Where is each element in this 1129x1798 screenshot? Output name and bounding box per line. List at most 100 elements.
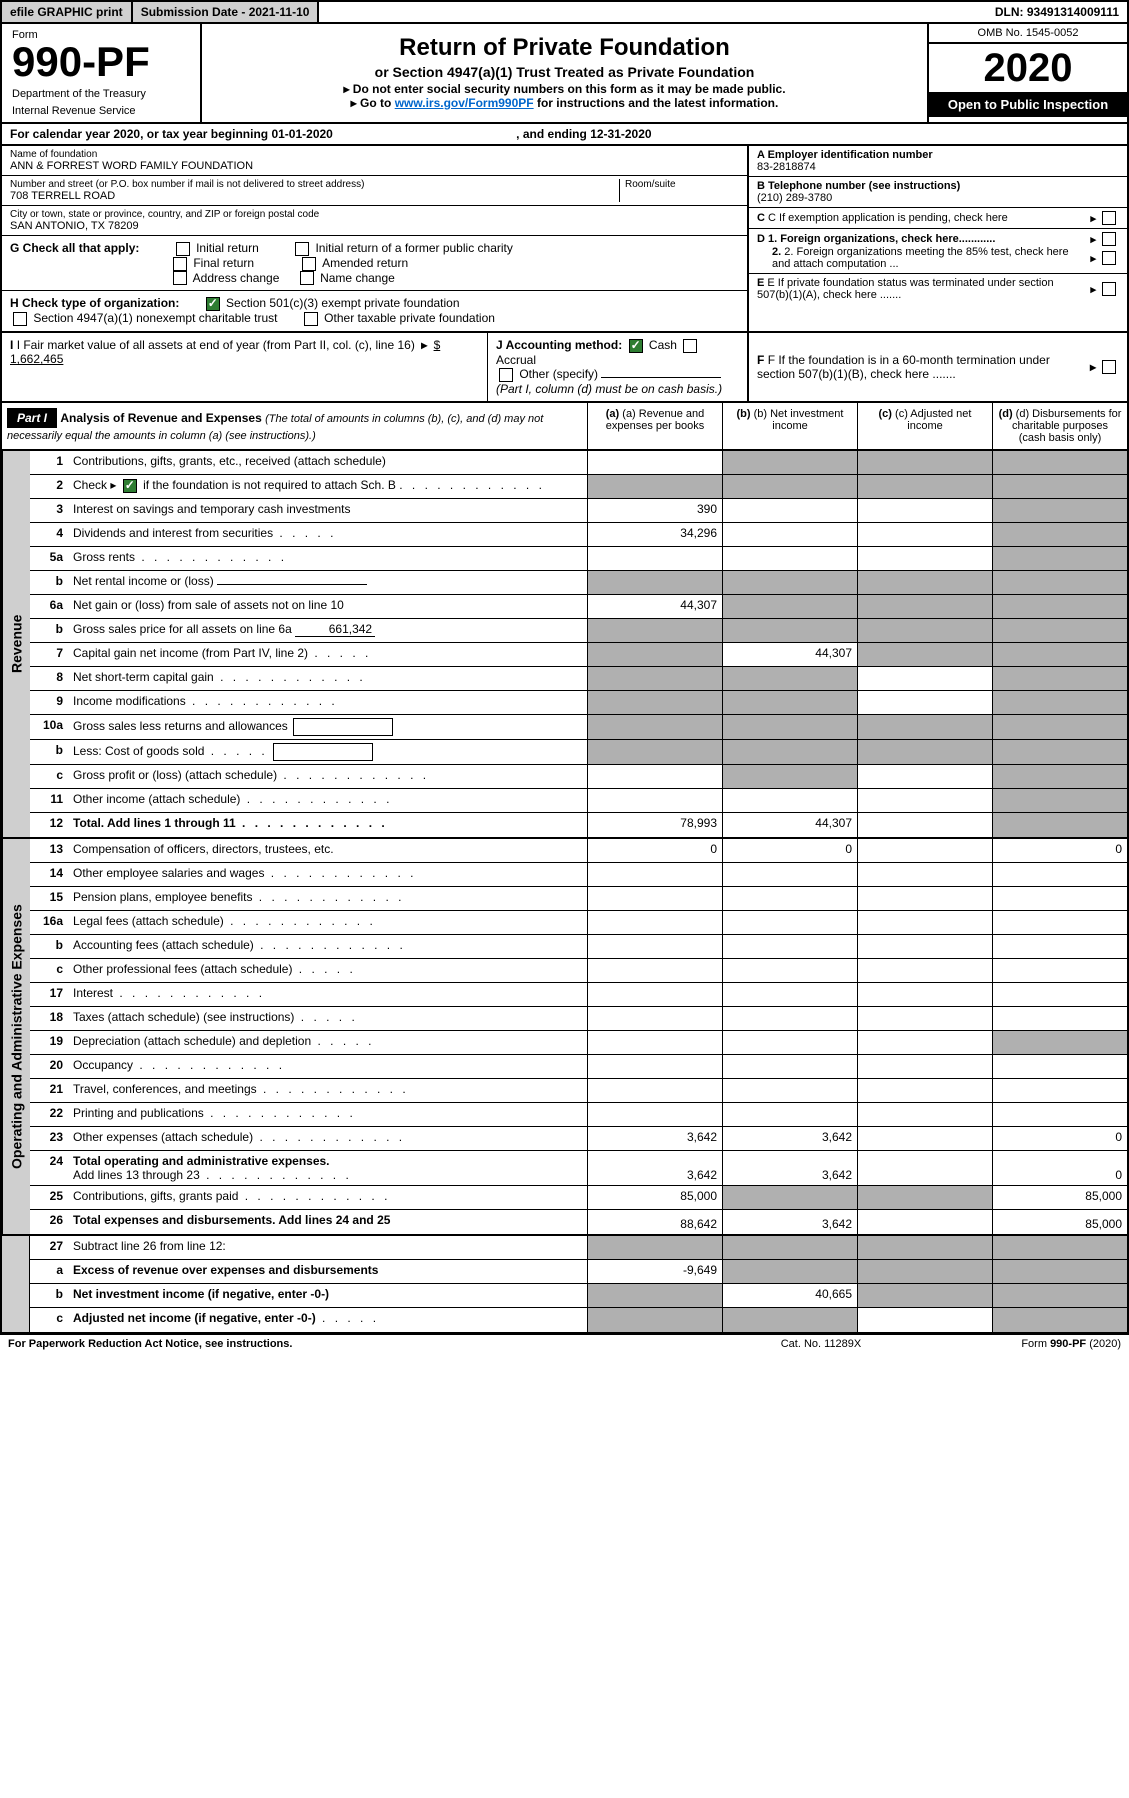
cell-b [722,1007,857,1030]
cell-d [992,715,1127,739]
line-desc: Dividends and interest from securities [68,523,587,546]
cell-c [857,959,992,982]
checkbox-e[interactable] [1102,282,1116,296]
g-opt4: Initial return of a former public charit… [315,241,512,255]
form-number: 990-PF [12,41,190,83]
l5b-text: Net rental income or (loss) [73,574,214,588]
g-opt2: Final return [193,256,254,270]
line-9: 9 Income modifications [30,691,1127,715]
checkbox-cash[interactable] [629,339,643,353]
line-desc: Pension plans, employee benefits [68,887,587,910]
line-num: 23 [30,1127,68,1150]
header-right: OMB No. 1545-0052 2020 Open to Public In… [927,24,1127,122]
i-label: I Fair market value of all assets at end… [17,338,415,352]
cell-c [857,619,992,642]
inst2-post: for instructions and the latest informat… [534,96,779,110]
line-desc: Total operating and administrative expen… [68,1151,587,1185]
checkbox-d2[interactable] [1102,251,1116,265]
cell-c [857,1260,992,1283]
cell-a [587,691,722,714]
foundation-city: SAN ANTONIO, TX 78209 [10,220,739,232]
instruction-1: ▸ Do not enter social security numbers o… [212,82,917,96]
line-num: 24 [30,1151,68,1185]
checkbox-former-charity[interactable] [295,242,309,256]
col-c-header: (c) (c) Adjusted net income [857,403,992,449]
cell-c [857,595,992,618]
checkbox-final-return[interactable] [173,257,187,271]
dln-number: DLN: 93491314009111 [987,2,1127,22]
e-label: E If private foundation status was termi… [757,277,1054,301]
b-label: B Telephone number (see instructions) [757,180,960,192]
cell-b [722,667,857,690]
h-label: H Check type of organization: [10,296,179,310]
l23-text: Other expenses (attach schedule) [73,1130,253,1144]
checkbox-schb[interactable] [123,479,137,493]
address-cell: Number and street (or P.O. box number if… [2,176,747,206]
submission-date: Submission Date - 2021-11-10 [133,2,320,22]
line-27b: b Net investment income (if negative, en… [30,1284,1127,1308]
cell-b [722,1186,857,1209]
cell-b [722,691,857,714]
footer: For Paperwork Reduction Act Notice, see … [0,1334,1129,1353]
checkbox-501c3[interactable] [206,297,220,311]
line-desc: Net short-term capital gain [68,667,587,690]
foundation-name: ANN & FORREST WORD FAMILY FOUNDATION [10,160,739,172]
checkbox-accrual[interactable] [683,339,697,353]
checkbox-f[interactable] [1102,360,1116,374]
line-num: 3 [30,499,68,522]
a-label: A Employer identification number [757,149,933,161]
cell-a: 3,642 [587,1151,722,1185]
checkbox-amended[interactable] [302,257,316,271]
checkbox-4947[interactable] [13,312,27,326]
line-num: 13 [30,839,68,862]
line-21: 21 Travel, conferences, and meetings [30,1079,1127,1103]
header-center: Return of Private Foundation or Section … [202,24,927,122]
line-num: 21 [30,1079,68,1102]
g-opt3: Address change [193,271,280,285]
l10a-text: Gross sales less returns and allowances [73,719,288,733]
cell-a [587,1079,722,1102]
info-left: Name of foundation ANN & FORREST WORD FA… [2,146,747,331]
line-num: b [30,619,68,642]
line-num: 1 [30,451,68,474]
efile-print-button[interactable]: efile GRAPHIC print [2,2,133,22]
cell-b [722,715,857,739]
l16b-text: Accounting fees (attach schedule) [73,938,254,952]
line-desc: Other employee salaries and wages [68,863,587,886]
cell-c [857,863,992,886]
cell-d [992,619,1127,642]
cell-c [857,1186,992,1209]
cell-d [992,1007,1127,1030]
line-desc: Interest on savings and temporary cash i… [68,499,587,522]
foundation-address: 708 TERRELL ROAD [10,190,619,202]
cell-c [857,643,992,666]
checkbox-d1[interactable] [1102,232,1116,246]
checkbox-name-change[interactable] [300,271,314,285]
section-f: F F If the foundation is in a 60-month t… [747,333,1127,401]
line-20: 20 Occupancy [30,1055,1127,1079]
line-num: a [30,1260,68,1283]
checkbox-initial-return[interactable] [176,242,190,256]
tax-year: 2020 [929,44,1127,92]
line-27c: c Adjusted net income (if negative, ente… [30,1308,1127,1332]
checkbox-other[interactable] [499,368,513,382]
line-16c: c Other professional fees (attach schedu… [30,959,1127,983]
arrow-icon: ▸ [421,338,427,352]
cell-c [857,1236,992,1259]
cell-b: 0 [722,839,857,862]
line-10c: c Gross profit or (loss) (attach schedul… [30,765,1127,789]
irs-link[interactable]: www.irs.gov/Form990PF [395,96,534,110]
checkbox-other-taxable[interactable] [304,312,318,326]
cell-b: 3,642 [722,1151,857,1185]
checkbox-c[interactable] [1102,211,1116,225]
inst2-pre: ▸ Go to [351,96,395,110]
cell-d [992,1055,1127,1078]
cell-a: -9,649 [587,1260,722,1283]
cell-c [857,667,992,690]
checkbox-address-change[interactable] [173,271,187,285]
line-10b: b Less: Cost of goods sold [30,740,1127,765]
cell-d [992,1260,1127,1283]
cell-d [992,887,1127,910]
cell-c [857,1055,992,1078]
cell-b [722,789,857,812]
